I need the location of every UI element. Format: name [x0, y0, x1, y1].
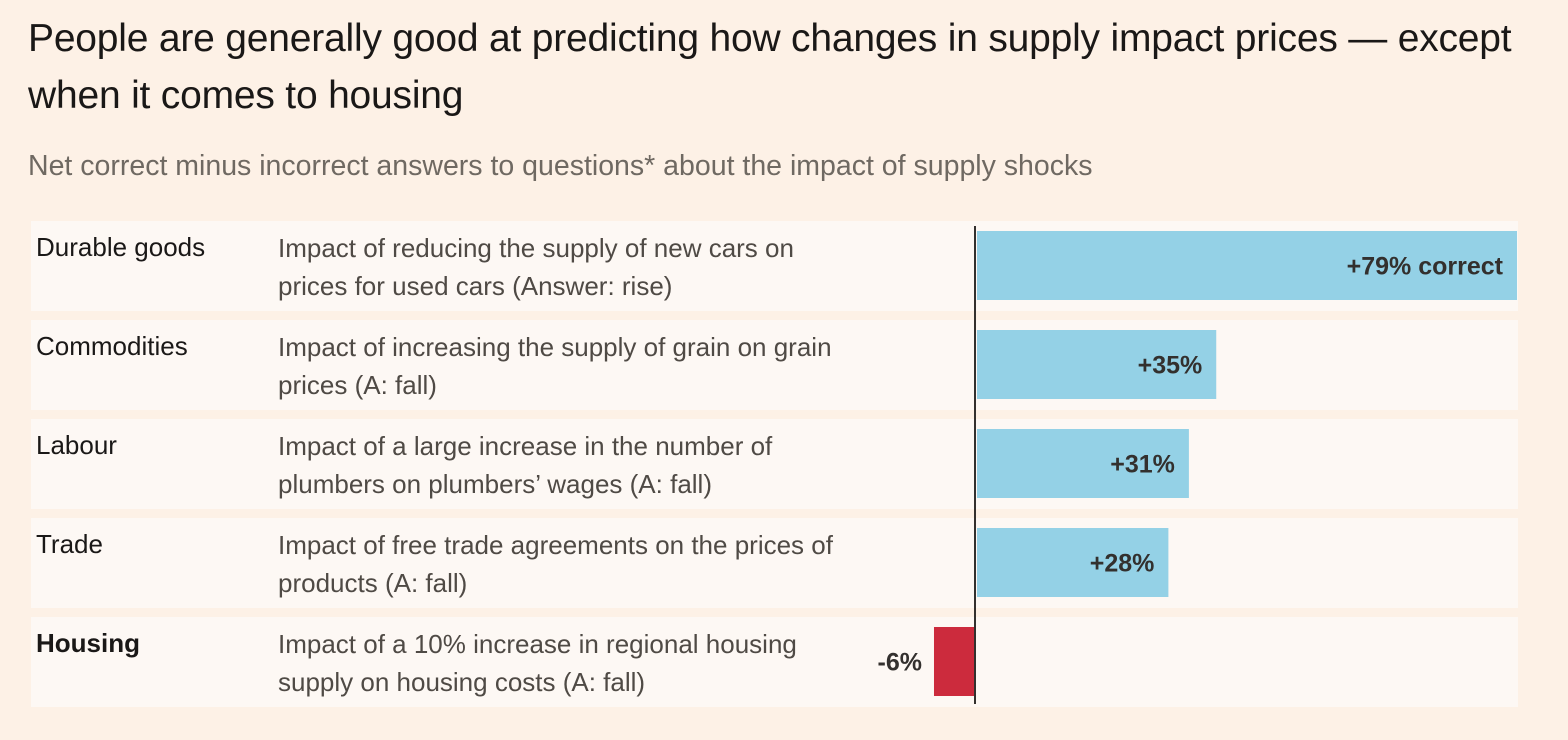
bar-labour [977, 429, 1189, 498]
category-label: Durable goods [36, 232, 206, 262]
bar-durable-goods [977, 231, 1517, 300]
bar-value-label: +35% [1138, 352, 1203, 380]
bar-commodities [977, 330, 1217, 399]
question-description: Impact of a large increase in the number… [278, 431, 773, 499]
category-label: Labour [36, 430, 117, 460]
row-commodities: Commodities Impact of increasing the sup… [31, 320, 1518, 410]
question-description: Impact of reducing the supply of new car… [278, 233, 794, 301]
bar-value-label: +79% correct [1347, 253, 1504, 281]
chart-subtitle: Net correct minus incorrect answers to q… [28, 150, 1093, 182]
bar-housing [933, 627, 975, 696]
bar-trade [977, 528, 1169, 597]
question-description: Impact of increasing the supply of grain… [278, 332, 832, 400]
chart-title: People are generally good at predicting … [28, 17, 1512, 117]
category-label: Trade [36, 529, 103, 559]
row-labour: Labour Impact of a large increase in the… [31, 419, 1518, 509]
question-description: Impact of a 10% increase in regional hou… [278, 629, 797, 697]
question-description: Impact of free trade agreements on the p… [278, 530, 833, 598]
row-housing: Housing Impact of a 10% increase in regi… [31, 617, 1518, 707]
category-label: Housing [36, 628, 140, 658]
bar-value-label: -6% [878, 649, 922, 677]
row-trade: Trade Impact of free trade agreements on… [31, 518, 1518, 608]
bar-value-label: +28% [1090, 550, 1155, 578]
category-label: Commodities [36, 331, 188, 361]
bar-value-label: +31% [1110, 451, 1175, 479]
